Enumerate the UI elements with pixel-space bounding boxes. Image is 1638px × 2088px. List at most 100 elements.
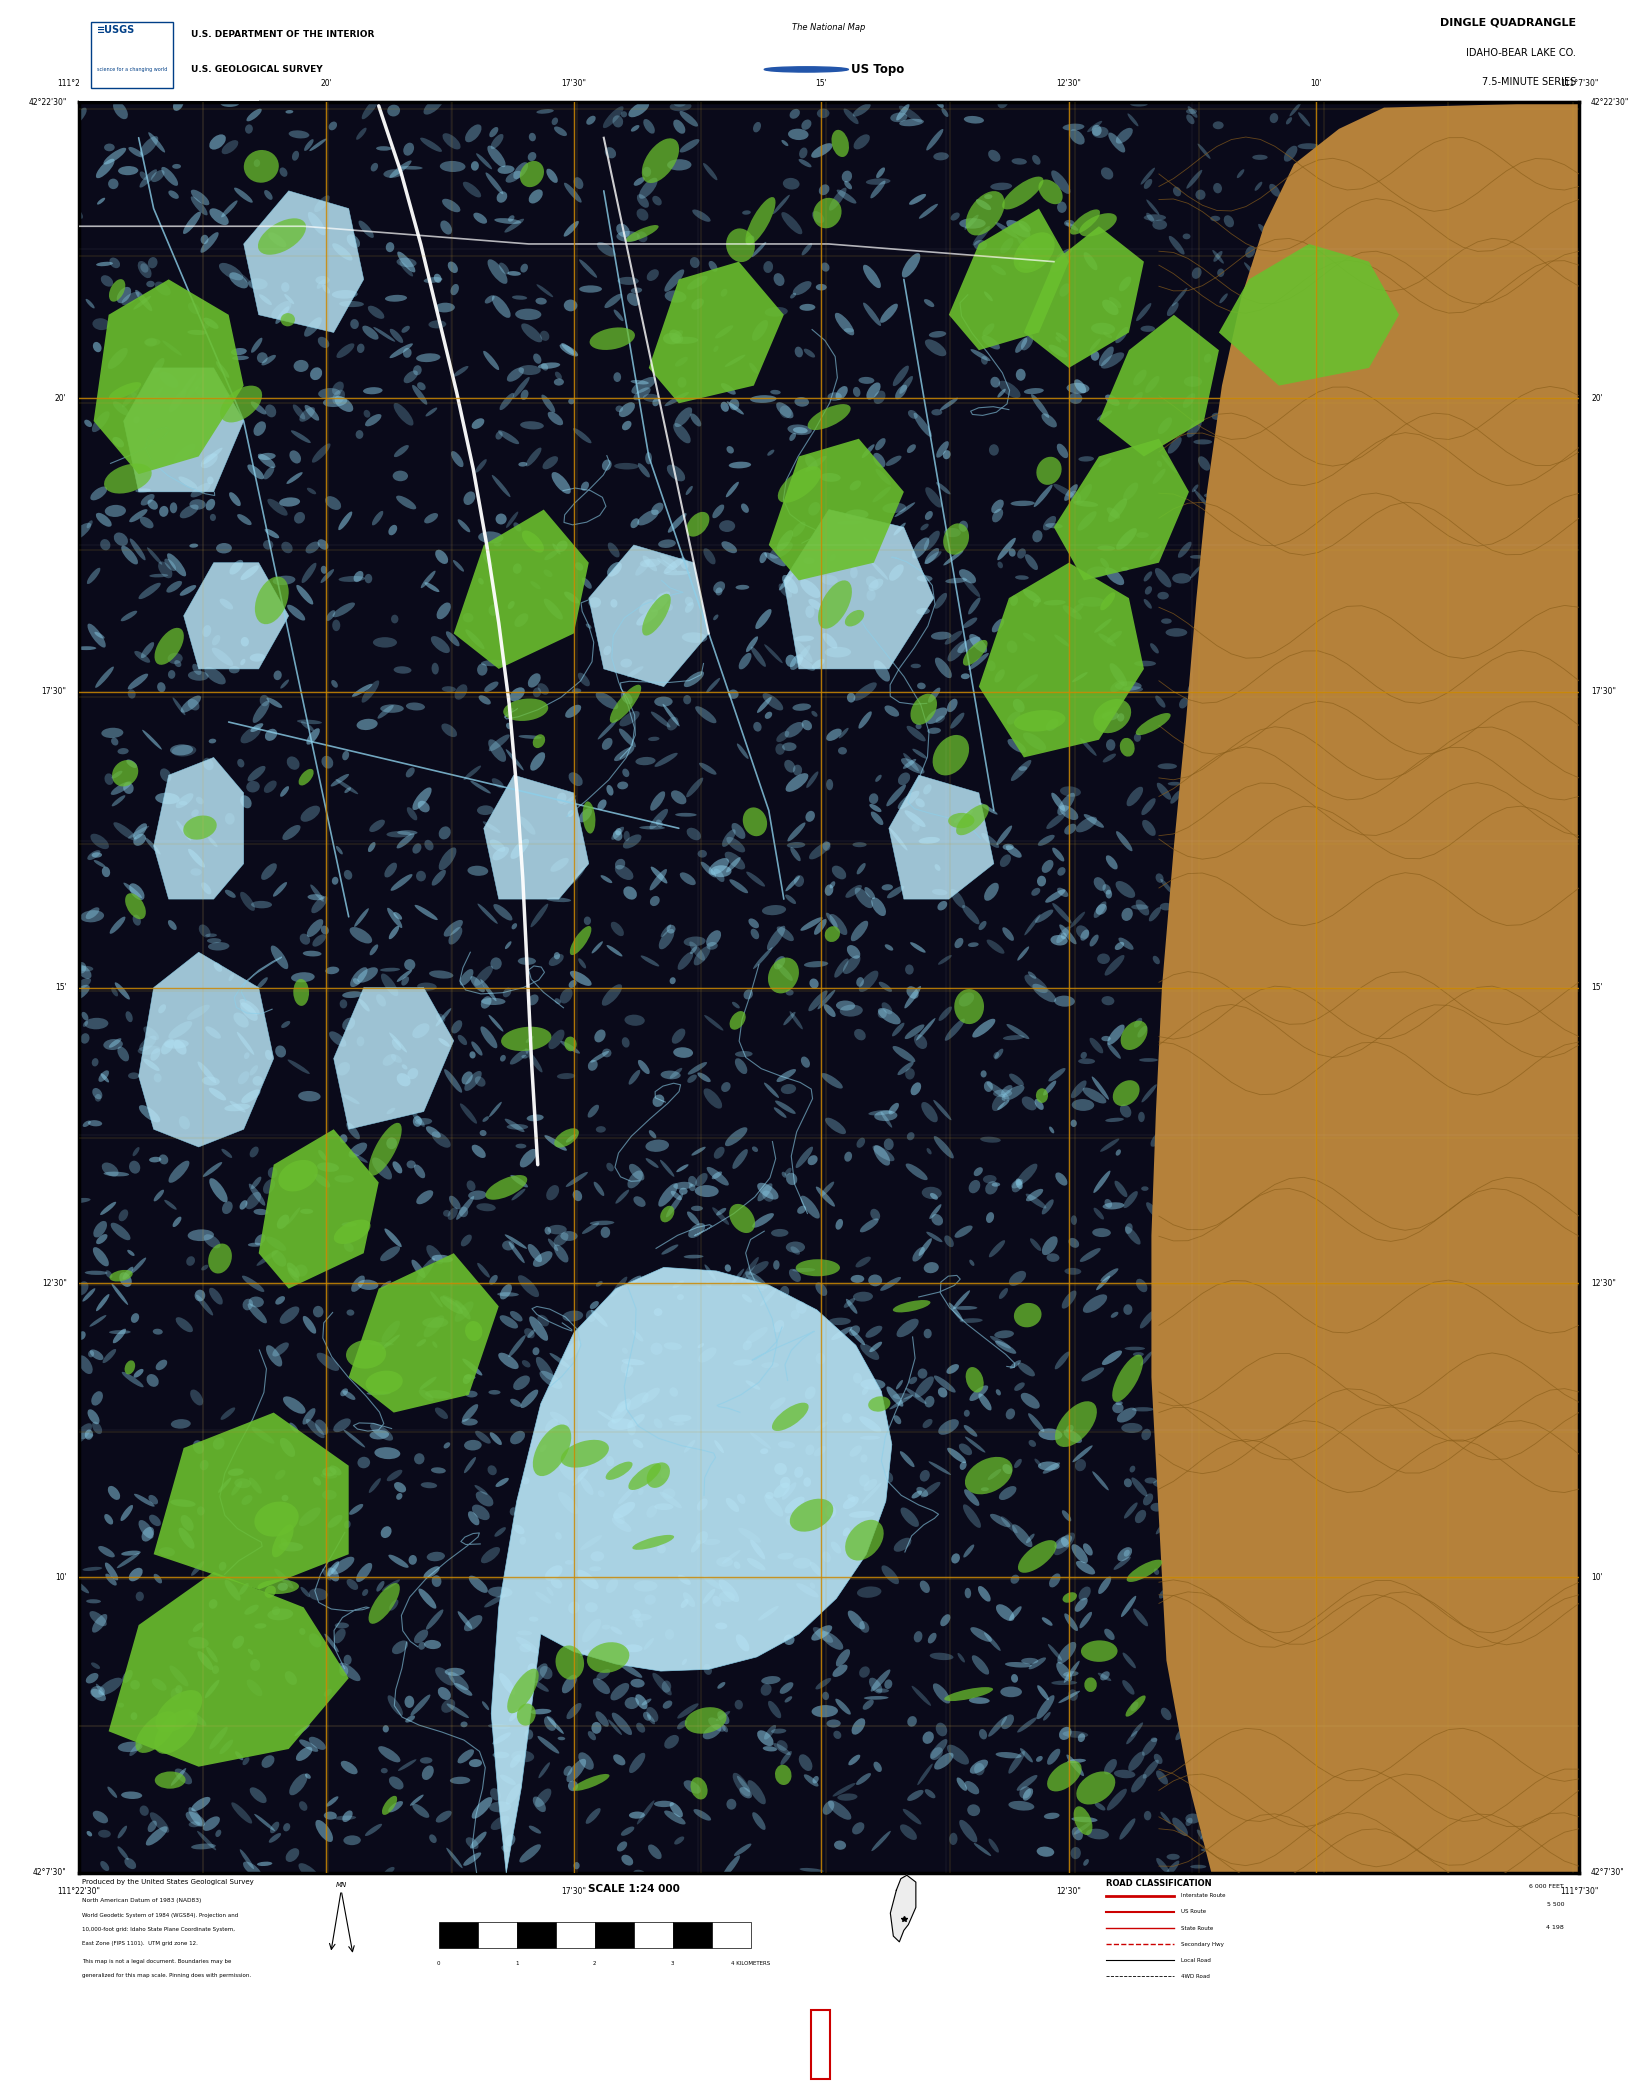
Ellipse shape xyxy=(249,1065,259,1075)
Ellipse shape xyxy=(326,1796,339,1806)
Ellipse shape xyxy=(516,1637,539,1654)
Ellipse shape xyxy=(662,1681,672,1693)
Ellipse shape xyxy=(527,1664,536,1672)
Ellipse shape xyxy=(470,1831,486,1848)
Ellipse shape xyxy=(1104,1199,1112,1207)
Ellipse shape xyxy=(161,167,179,186)
Ellipse shape xyxy=(1256,1019,1265,1029)
Ellipse shape xyxy=(796,1301,808,1313)
Ellipse shape xyxy=(596,1668,611,1681)
Text: 20': 20' xyxy=(321,79,333,88)
Ellipse shape xyxy=(683,1593,695,1608)
Text: 111°7'30": 111°7'30" xyxy=(1559,79,1599,88)
Ellipse shape xyxy=(257,1862,272,1867)
Ellipse shape xyxy=(293,979,310,1006)
Ellipse shape xyxy=(344,787,351,793)
Ellipse shape xyxy=(1160,902,1173,910)
Ellipse shape xyxy=(871,562,888,580)
Ellipse shape xyxy=(1122,1652,1135,1668)
Ellipse shape xyxy=(321,925,329,935)
Ellipse shape xyxy=(1120,1105,1132,1117)
Ellipse shape xyxy=(791,1309,799,1320)
Ellipse shape xyxy=(1273,614,1281,622)
Ellipse shape xyxy=(1250,1180,1261,1194)
Ellipse shape xyxy=(742,808,767,835)
Ellipse shape xyxy=(198,1061,216,1084)
Bar xyxy=(478,1923,516,1948)
Ellipse shape xyxy=(1189,770,1204,787)
Ellipse shape xyxy=(790,1499,834,1533)
Ellipse shape xyxy=(380,1280,391,1288)
Ellipse shape xyxy=(251,900,272,908)
Ellipse shape xyxy=(1014,1303,1042,1328)
Ellipse shape xyxy=(513,1524,524,1535)
Ellipse shape xyxy=(1089,338,1101,351)
Ellipse shape xyxy=(935,98,943,109)
Ellipse shape xyxy=(400,165,423,169)
Ellipse shape xyxy=(716,1558,734,1566)
Ellipse shape xyxy=(819,184,829,194)
Ellipse shape xyxy=(164,1040,188,1048)
Ellipse shape xyxy=(1017,674,1038,691)
Ellipse shape xyxy=(867,177,891,186)
Ellipse shape xyxy=(208,1244,233,1274)
Ellipse shape xyxy=(1047,1253,1060,1261)
Ellipse shape xyxy=(552,117,559,125)
Ellipse shape xyxy=(1070,491,1081,503)
Ellipse shape xyxy=(676,1165,688,1171)
Ellipse shape xyxy=(1188,106,1197,117)
Ellipse shape xyxy=(1047,718,1058,731)
Polygon shape xyxy=(889,775,994,900)
Ellipse shape xyxy=(509,1430,526,1445)
Ellipse shape xyxy=(195,386,203,397)
Ellipse shape xyxy=(174,1040,187,1054)
Ellipse shape xyxy=(74,977,92,990)
Ellipse shape xyxy=(980,802,998,814)
Ellipse shape xyxy=(269,1833,282,1844)
Ellipse shape xyxy=(911,693,937,725)
Ellipse shape xyxy=(598,718,618,739)
Ellipse shape xyxy=(238,514,252,526)
Ellipse shape xyxy=(511,1750,534,1762)
Ellipse shape xyxy=(236,1752,244,1760)
Ellipse shape xyxy=(1250,737,1265,756)
Ellipse shape xyxy=(719,520,735,532)
Ellipse shape xyxy=(334,1176,354,1182)
Ellipse shape xyxy=(90,487,106,501)
Ellipse shape xyxy=(1143,599,1152,610)
Ellipse shape xyxy=(314,1173,331,1188)
Text: SCALE 1:24 000: SCALE 1:24 000 xyxy=(588,1883,680,1894)
Ellipse shape xyxy=(762,904,786,915)
Ellipse shape xyxy=(631,378,655,395)
Ellipse shape xyxy=(1258,223,1271,240)
Ellipse shape xyxy=(465,1322,483,1340)
Ellipse shape xyxy=(714,869,724,881)
Ellipse shape xyxy=(806,810,816,823)
Ellipse shape xyxy=(1122,1681,1135,1695)
Ellipse shape xyxy=(398,1760,416,1771)
Ellipse shape xyxy=(1071,1119,1076,1128)
Ellipse shape xyxy=(498,430,519,445)
Ellipse shape xyxy=(676,1295,685,1301)
Ellipse shape xyxy=(334,397,354,411)
Ellipse shape xyxy=(1271,1631,1286,1650)
Ellipse shape xyxy=(349,1153,369,1163)
Ellipse shape xyxy=(1133,1608,1148,1627)
Ellipse shape xyxy=(1209,1105,1222,1119)
Ellipse shape xyxy=(1287,257,1297,267)
Ellipse shape xyxy=(593,1679,609,1693)
Ellipse shape xyxy=(1212,413,1222,420)
Ellipse shape xyxy=(925,487,942,507)
Ellipse shape xyxy=(663,332,681,345)
Ellipse shape xyxy=(169,1666,188,1687)
Ellipse shape xyxy=(418,802,429,812)
Ellipse shape xyxy=(187,374,205,399)
Ellipse shape xyxy=(72,109,87,125)
Ellipse shape xyxy=(351,319,359,330)
Ellipse shape xyxy=(241,1002,257,1021)
Ellipse shape xyxy=(180,585,197,595)
Ellipse shape xyxy=(559,1462,575,1480)
Ellipse shape xyxy=(722,1549,740,1564)
Ellipse shape xyxy=(919,205,939,219)
Ellipse shape xyxy=(1238,1167,1250,1182)
